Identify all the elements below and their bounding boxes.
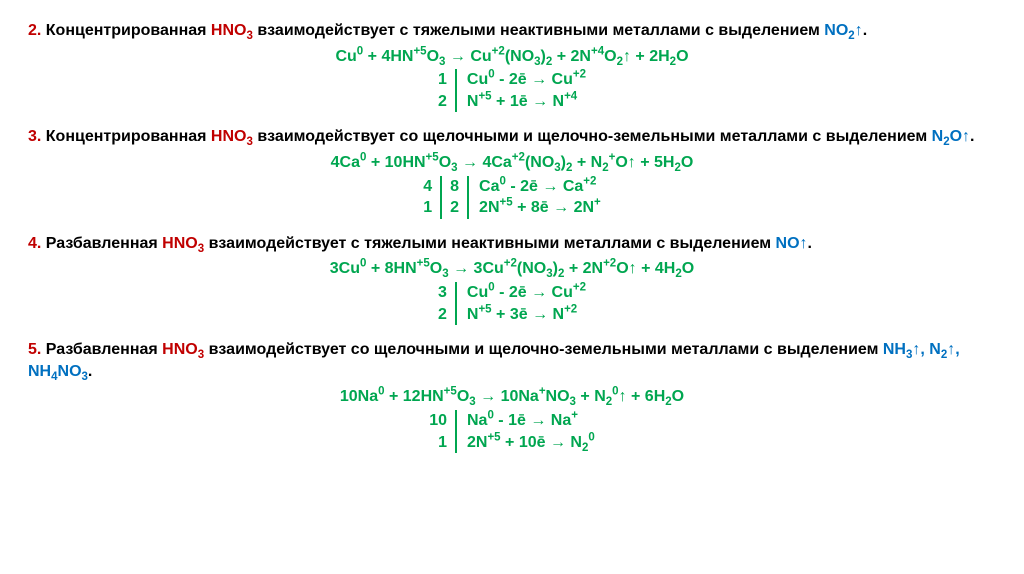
coef-col-1: 41 [423,176,440,219]
coef-col-1: 12 [438,69,455,112]
coef-col-1: 32 [438,282,455,325]
intro-text: 4. Разбавленная HNO3 взаимодействует с т… [28,233,996,255]
coef-col-1: 101 [429,410,455,453]
equation-block: 3Cu0 + 8HN+5O3 → 3Cu+2(NO3)2 + 2N+2O↑ + … [28,258,996,325]
main-equation: 4Ca0 + 10HN+5O3 → 4Ca+2(NO3)2 + N2+O↑ + … [28,152,996,174]
half-reactions: Na0 - 1ē → Na+2N+5 + 10ē → N20 [455,410,595,453]
coef-col-2: 82 [440,176,467,219]
electron-balance: 12Cu0 - 2ē → Cu+2N+5 + 1ē → N+4 [28,69,996,112]
equation-block: 10Na0 + 12HN+5O3 → 10Na+NO3 + N20↑ + 6H2… [28,386,996,453]
half-reactions: Ca0 - 2ē → Ca+22N+5 + 8ē → 2N+ [467,176,601,219]
intro-text: 5. Разбавленная HNO3 взаимодействует со … [28,339,996,382]
section-4: 4. Разбавленная HNO3 взаимодействует с т… [28,233,996,325]
half-reactions: Cu0 - 2ē → Cu+2N+5 + 3ē → N+2 [455,282,586,325]
electron-balance: 101Na0 - 1ē → Na+2N+5 + 10ē → N20 [28,410,996,453]
electron-balance: 4182Ca0 - 2ē → Ca+22N+5 + 8ē → 2N+ [28,176,996,219]
equation-block: 4Ca0 + 10HN+5O3 → 4Ca+2(NO3)2 + N2+O↑ + … [28,152,996,219]
main-equation: 3Cu0 + 8HN+5O3 → 3Cu+2(NO3)2 + 2N+2O↑ + … [28,258,996,280]
document-root: 2. Концентрированная HNO3 взаимодействуе… [28,20,996,453]
intro-text: 2. Концентрированная HNO3 взаимодействуе… [28,20,996,42]
intro-text: 3. Концентрированная HNO3 взаимодействуе… [28,126,996,148]
section-2: 2. Концентрированная HNO3 взаимодействуе… [28,20,996,112]
half-reactions: Cu0 - 2ē → Cu+2N+5 + 1ē → N+4 [455,69,586,112]
section-5: 5. Разбавленная HNO3 взаимодействует со … [28,339,996,453]
main-equation: 10Na0 + 12HN+5O3 → 10Na+NO3 + N20↑ + 6H2… [28,386,996,408]
equation-block: Cu0 + 4HN+5O3 → Cu+2(NO3)2 + 2N+4O2↑ + 2… [28,46,996,113]
electron-balance: 32Cu0 - 2ē → Cu+2N+5 + 3ē → N+2 [28,282,996,325]
section-3: 3. Концентрированная HNO3 взаимодействуе… [28,126,996,218]
main-equation: Cu0 + 4HN+5O3 → Cu+2(NO3)2 + 2N+4O2↑ + 2… [28,46,996,68]
